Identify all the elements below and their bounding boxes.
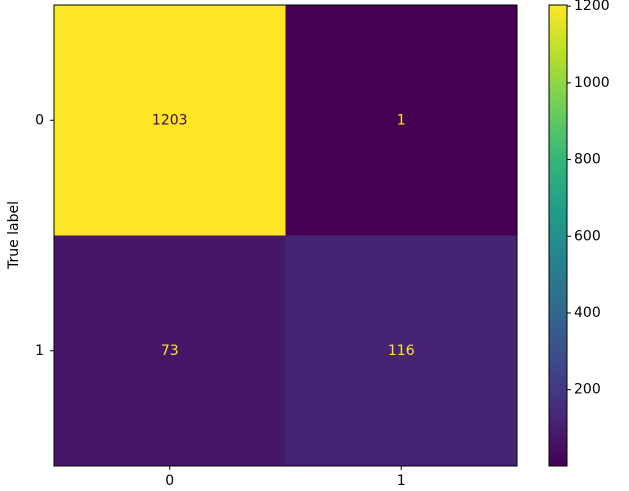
x-tick-label: 0 xyxy=(165,473,174,489)
y-axis-label: True label xyxy=(6,201,22,270)
heatmap-cell xyxy=(54,235,286,466)
cell-label: 1 xyxy=(397,112,406,128)
plot-frame xyxy=(53,4,518,467)
heatmap-cell xyxy=(285,5,517,236)
colorbar-tick-label: 200 xyxy=(574,382,601,398)
colorbar-tick-label: 1000 xyxy=(574,75,610,91)
colorbar-tick-label: 600 xyxy=(574,228,601,244)
cell-label: 116 xyxy=(388,343,415,359)
cell-label: 1203 xyxy=(152,112,188,128)
colorbar xyxy=(548,4,568,467)
colorbar-tick-label: 1200 xyxy=(574,0,610,14)
x-tick-label: 1 xyxy=(397,473,406,489)
cell-label: 73 xyxy=(161,343,179,359)
y-tick-label: 0 xyxy=(35,112,44,128)
colorbar-tick-label: 400 xyxy=(574,305,601,321)
heatmap-cell xyxy=(285,235,517,466)
colorbar-tick-label: 800 xyxy=(574,152,601,168)
y-tick-label: 1 xyxy=(35,343,44,359)
heatmap-cell xyxy=(54,5,286,236)
